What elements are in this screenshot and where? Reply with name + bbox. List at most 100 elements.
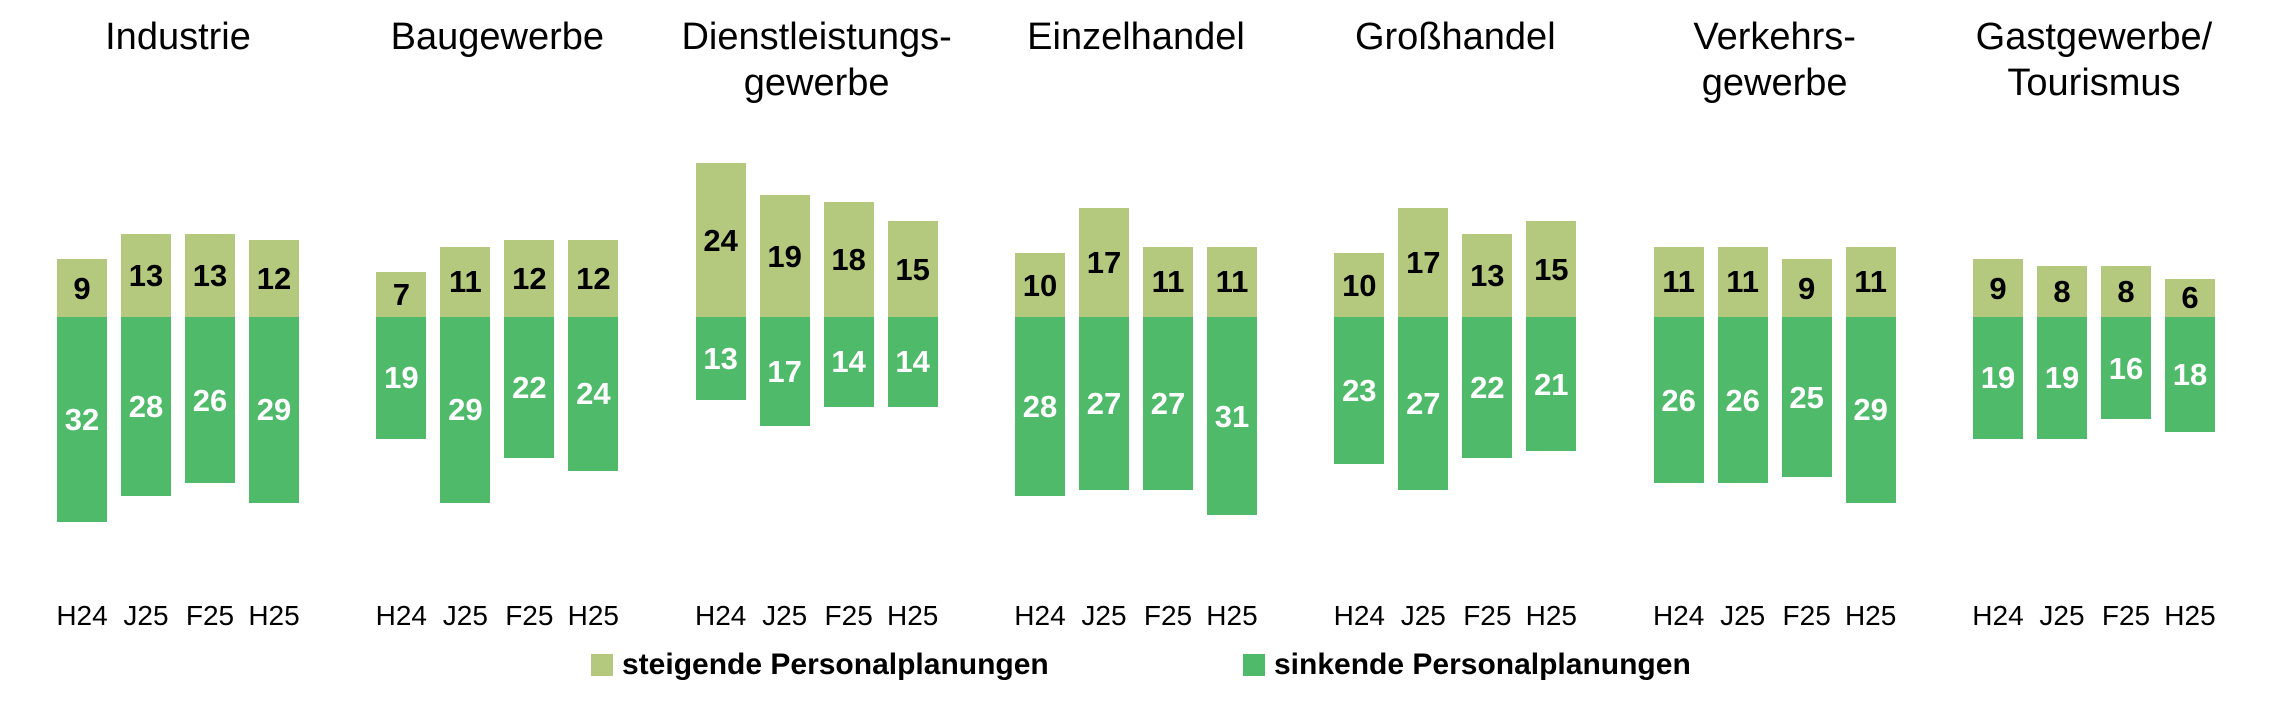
bar-segment-rising: 13: [1462, 233, 1513, 317]
bar-value-falling: 22: [512, 369, 547, 405]
period-label: H24: [56, 600, 108, 631]
bar-value-rising: 13: [1470, 257, 1505, 293]
group-title-line: gewerbe: [743, 62, 890, 104]
bar-value-falling: 16: [2108, 350, 2144, 386]
bar-segment-rising: 17: [1398, 208, 1449, 317]
bar-value-falling: 26: [192, 382, 228, 418]
bar-value-rising: 19: [767, 238, 802, 274]
group-title-line: Industrie: [105, 16, 251, 58]
group-title-line: Baugewerbe: [390, 16, 605, 58]
group-title-line: Dienstleistungs-: [681, 16, 952, 58]
bar-value-rising: 7: [392, 277, 410, 313]
bar-segment-falling: 19: [1972, 317, 2023, 439]
bar-value-falling: 25: [1789, 379, 1824, 415]
legend-item-falling: sinkende Personalplanungen: [1243, 648, 1691, 681]
bar-segment-falling: 27: [1142, 317, 1193, 490]
period-label: J25: [2039, 600, 2085, 631]
bar-segment-falling: 19: [376, 317, 427, 439]
period-label: J25: [123, 600, 169, 631]
group-title-line: Tourismus: [2007, 62, 2181, 104]
bar-segment-rising: 9: [1781, 259, 1832, 317]
period-label: F25: [1143, 600, 1193, 631]
bar-value-falling: 14: [895, 344, 930, 380]
period-label: H25: [2164, 600, 2216, 631]
bar-segment-falling: 26: [1653, 317, 1704, 484]
bar-segment-rising: 10: [1014, 253, 1065, 317]
bar-segment-falling: 21: [1526, 317, 1577, 452]
bar-segment-rising: 10: [1334, 253, 1385, 317]
period-label: H25: [248, 600, 300, 631]
period-label: H25: [567, 600, 620, 631]
bar-segment-rising: 11: [1142, 246, 1193, 317]
bar-segment-falling: 29: [1845, 317, 1896, 503]
bar-segment-rising: 11: [1845, 246, 1896, 317]
bar-value-falling: 29: [448, 392, 483, 428]
bar-value-falling: 29: [1853, 392, 1888, 428]
bar-value-rising: 13: [128, 257, 164, 293]
bar-segment-rising: 15: [887, 221, 938, 317]
legend-swatch-rising: [591, 654, 613, 676]
bar-value-rising: 18: [831, 241, 866, 277]
bar-segment-falling: 28: [1014, 317, 1065, 497]
bar-value-rising: 17: [1406, 245, 1441, 281]
bar-value-falling: 32: [64, 401, 100, 437]
bar-value-rising: 11: [1854, 264, 1888, 300]
bar-value-falling: 26: [1725, 382, 1760, 418]
bar-value-rising: 12: [256, 261, 292, 297]
bar-value-falling: 24: [576, 376, 611, 412]
period-label: H24: [694, 600, 747, 631]
period-label: H24: [375, 600, 428, 631]
bar-segment-rising: 11: [1653, 246, 1704, 317]
bar-segment-rising: 19: [759, 195, 810, 317]
bar-value-rising: 11: [448, 264, 482, 300]
bar-value-rising: 24: [703, 222, 738, 258]
bar-segment-falling: 23: [1334, 317, 1385, 465]
bar-segment-rising: 13: [121, 233, 171, 317]
bar-value-falling: 26: [1661, 382, 1696, 418]
period-label: F25: [1463, 600, 1512, 631]
bar-value-falling: 17: [767, 353, 802, 389]
bar-segment-falling: 29: [440, 317, 491, 503]
bar-segment-falling: 28: [121, 317, 171, 497]
group-title: Verkehrs-gewerbe: [1595, 14, 1955, 106]
bar-segment-falling: 27: [1398, 317, 1449, 490]
bar-segment-falling: 14: [823, 317, 874, 407]
bar-value-rising: 6: [2181, 280, 2199, 316]
group-title-line: Gastgewerbe/: [1975, 16, 2213, 58]
bar-segment-rising: 15: [1526, 221, 1577, 317]
bar-value-falling: 27: [1150, 385, 1186, 421]
bar-value-rising: 11: [1662, 264, 1696, 300]
bar-segment-falling: 22: [1462, 317, 1513, 458]
bar-value-rising: 15: [1534, 251, 1569, 287]
bar-value-rising: 11: [1215, 264, 1249, 300]
period-label: J25: [1720, 600, 1766, 631]
legend-item-rising: steigende Personalplanungen: [591, 648, 1049, 681]
bar-segment-falling: 32: [57, 317, 107, 522]
bar-value-falling: 29: [256, 392, 292, 428]
bar-value-rising: 10: [1342, 267, 1377, 303]
bar-segment-falling: 14: [887, 317, 938, 407]
bar-value-rising: 9: [1989, 270, 2007, 306]
period-label: H25: [1844, 600, 1897, 631]
bar-segment-rising: 7: [376, 272, 427, 317]
group-title: Gastgewerbe/Tourismus: [1914, 14, 2271, 106]
bar-value-rising: 10: [1022, 267, 1058, 303]
bar-value-falling: 19: [1980, 360, 2016, 396]
bar-value-falling: 18: [2172, 357, 2208, 393]
bar-segment-falling: 25: [1781, 317, 1832, 477]
period-label: H24: [1652, 600, 1705, 631]
bar-segment-falling: 26: [185, 317, 235, 484]
bar-segment-falling: 31: [1206, 317, 1257, 516]
period-label: H24: [1972, 600, 2024, 631]
period-label: F25: [824, 600, 873, 631]
bar-segment-rising: 11: [1717, 246, 1768, 317]
bar-segment-rising: 8: [2100, 265, 2151, 317]
period-label: H24: [1014, 600, 1066, 631]
group-title: Industrie: [0, 14, 358, 60]
bar-segment-rising: 18: [823, 201, 874, 317]
bar-segment-rising: 11: [1206, 246, 1257, 317]
bar-segment-rising: 9: [1972, 259, 2023, 317]
group-title-line: Verkehrs-: [1693, 16, 1856, 58]
bar-segment-rising: 6: [2164, 278, 2215, 317]
bar-value-falling: 27: [1406, 385, 1441, 421]
